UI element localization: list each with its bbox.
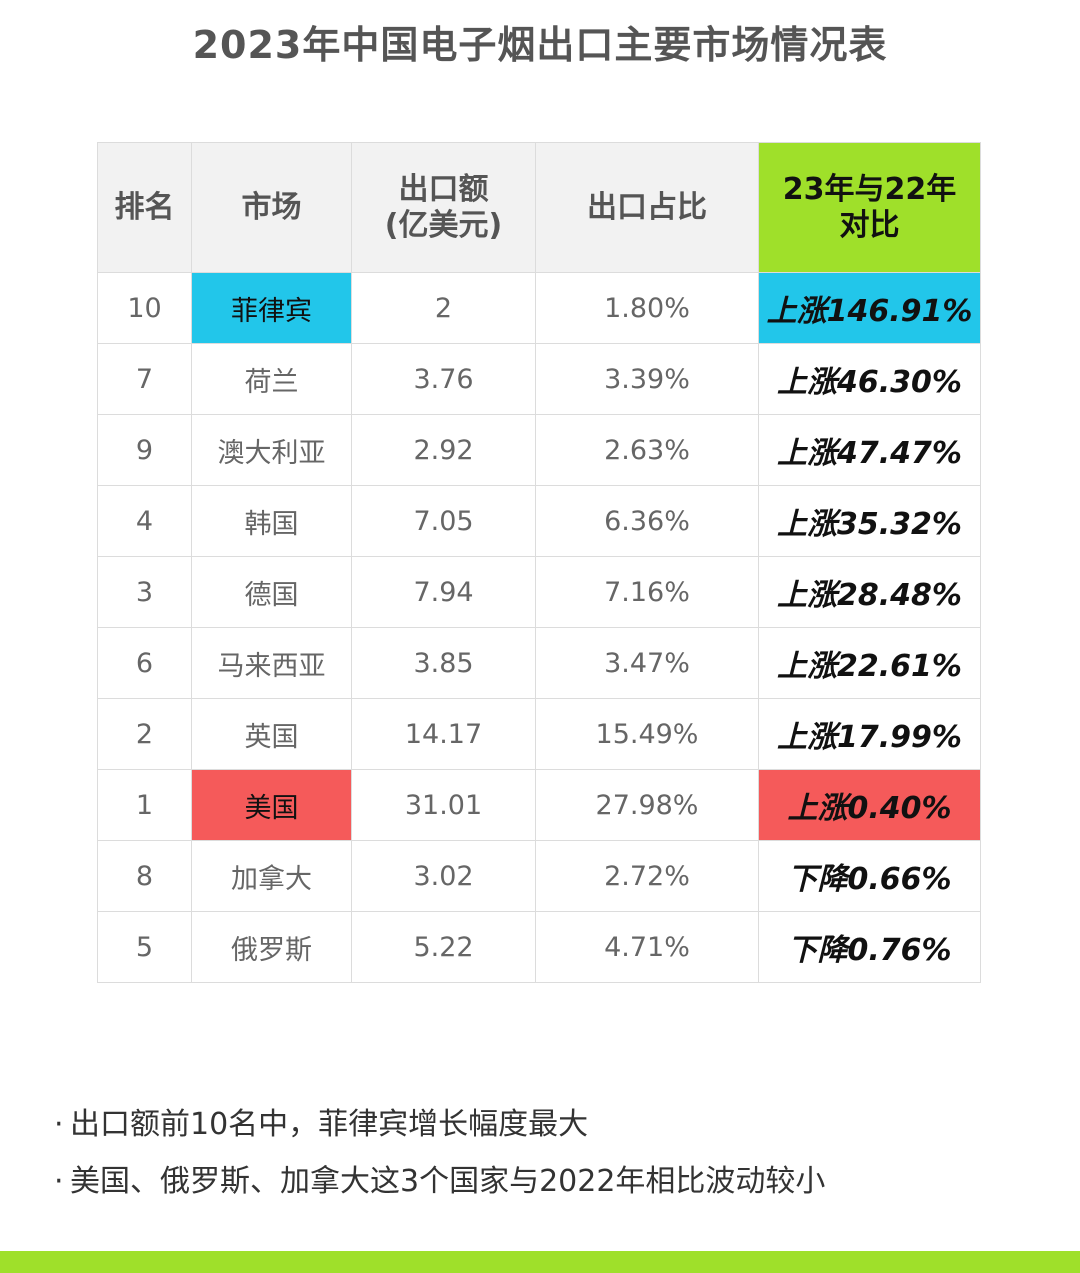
cell-rank: 9 bbox=[97, 414, 192, 486]
cell-rank: 8 bbox=[97, 840, 192, 912]
table-row: 4 韩国 7.05 6.36% 上涨35.32% bbox=[97, 485, 981, 557]
table-row: 6 马来西亚 3.85 3.47% 上涨22.61% bbox=[97, 627, 981, 699]
cell-market: 加拿大 bbox=[191, 840, 352, 912]
bullet: · bbox=[54, 1107, 64, 1142]
cell-share: 7.16% bbox=[535, 556, 759, 628]
cell-rank: 1 bbox=[97, 769, 192, 841]
cell-market: 菲律宾 bbox=[191, 272, 352, 344]
header-compare-line2: 对比 bbox=[839, 207, 900, 243]
cell-compare: 上涨35.32% bbox=[758, 485, 981, 557]
cell-share: 3.47% bbox=[535, 627, 759, 699]
cell-share: 2.63% bbox=[535, 414, 759, 486]
header-compare: 23年与22年 对比 bbox=[758, 142, 981, 273]
cell-compare: 下降0.76% bbox=[758, 911, 981, 983]
table-row: 2 英国 14.17 15.49% 上涨17.99% bbox=[97, 698, 981, 770]
cell-compare: 上涨22.61% bbox=[758, 627, 981, 699]
cell-rank: 2 bbox=[97, 698, 192, 770]
cell-compare: 上涨47.47% bbox=[758, 414, 981, 486]
export-market-table: 排名 市场 出口额 (亿美元) 出口占比 23年与22年 对比 10 菲律宾 2… bbox=[97, 142, 981, 983]
cell-rank: 7 bbox=[97, 343, 192, 415]
header-amount: 出口额 (亿美元) bbox=[351, 142, 536, 273]
cell-compare: 上涨146.91% bbox=[758, 272, 981, 344]
note-text: 美国、俄罗斯、加拿大这3个国家与2022年相比波动较小 bbox=[70, 1164, 826, 1199]
table-row: 10 菲律宾 2 1.80% 上涨146.91% bbox=[97, 272, 981, 344]
header-compare-line1: 23年与22年 bbox=[782, 171, 957, 207]
cell-compare: 上涨0.40% bbox=[758, 769, 981, 841]
cell-share: 27.98% bbox=[535, 769, 759, 841]
cell-amount: 2.92 bbox=[351, 414, 536, 486]
cell-share: 4.71% bbox=[535, 911, 759, 983]
cell-amount: 7.94 bbox=[351, 556, 536, 628]
bullet: · bbox=[54, 1164, 64, 1199]
cell-market: 荷兰 bbox=[191, 343, 352, 415]
note-item: · 美国、俄罗斯、加拿大这3个国家与2022年相比波动较小 bbox=[54, 1153, 825, 1210]
header-share: 出口占比 bbox=[535, 142, 759, 273]
table-row: 3 德国 7.94 7.16% 上涨28.48% bbox=[97, 556, 981, 628]
cell-amount: 31.01 bbox=[351, 769, 536, 841]
cell-share: 6.36% bbox=[535, 485, 759, 557]
notes: · 出口额前10名中，菲律宾增长幅度最大 · 美国、俄罗斯、加拿大这3个国家与202… bbox=[54, 1096, 825, 1210]
cell-rank: 6 bbox=[97, 627, 192, 699]
cell-rank: 3 bbox=[97, 556, 192, 628]
cell-market: 澳大利亚 bbox=[191, 414, 352, 486]
cell-amount: 14.17 bbox=[351, 698, 536, 770]
cell-amount: 5.22 bbox=[351, 911, 536, 983]
cell-market: 韩国 bbox=[191, 485, 352, 557]
header-rank: 排名 bbox=[97, 142, 192, 273]
header-amount-line1: 出口额 bbox=[398, 171, 489, 207]
cell-compare: 下降0.66% bbox=[758, 840, 981, 912]
cell-share: 15.49% bbox=[535, 698, 759, 770]
table-row: 8 加拿大 3.02 2.72% 下降0.66% bbox=[97, 840, 981, 912]
cell-market: 美国 bbox=[191, 769, 352, 841]
bottom-accent-bar bbox=[0, 1251, 1080, 1273]
cell-rank: 10 bbox=[97, 272, 192, 344]
cell-rank: 4 bbox=[97, 485, 192, 557]
table-header-row: 排名 市场 出口额 (亿美元) 出口占比 23年与22年 对比 bbox=[97, 142, 981, 273]
cell-compare: 上涨17.99% bbox=[758, 698, 981, 770]
cell-share: 3.39% bbox=[535, 343, 759, 415]
cell-market: 俄罗斯 bbox=[191, 911, 352, 983]
note-text: 出口额前10名中，菲律宾增长幅度最大 bbox=[70, 1107, 589, 1142]
cell-amount: 2 bbox=[351, 272, 536, 344]
table-row: 9 澳大利亚 2.92 2.63% 上涨47.47% bbox=[97, 414, 981, 486]
table-row: 5 俄罗斯 5.22 4.71% 下降0.76% bbox=[97, 911, 981, 983]
page-title: 2023年中国电子烟出口主要市场情况表 bbox=[192, 23, 888, 67]
cell-market: 德国 bbox=[191, 556, 352, 628]
table-row: 7 荷兰 3.76 3.39% 上涨46.30% bbox=[97, 343, 981, 415]
cell-share: 2.72% bbox=[535, 840, 759, 912]
header-market: 市场 bbox=[191, 142, 352, 273]
cell-share: 1.80% bbox=[535, 272, 759, 344]
cell-compare: 上涨28.48% bbox=[758, 556, 981, 628]
header-amount-line2: (亿美元) bbox=[384, 207, 503, 243]
cell-amount: 3.02 bbox=[351, 840, 536, 912]
cell-market: 马来西亚 bbox=[191, 627, 352, 699]
cell-compare: 上涨46.30% bbox=[758, 343, 981, 415]
cell-amount: 7.05 bbox=[351, 485, 536, 557]
cell-amount: 3.76 bbox=[351, 343, 536, 415]
cell-market: 英国 bbox=[191, 698, 352, 770]
note-item: · 出口额前10名中，菲律宾增长幅度最大 bbox=[54, 1096, 825, 1153]
table-row: 1 美国 31.01 27.98% 上涨0.40% bbox=[97, 769, 981, 841]
cell-amount: 3.85 bbox=[351, 627, 536, 699]
cell-rank: 5 bbox=[97, 911, 192, 983]
